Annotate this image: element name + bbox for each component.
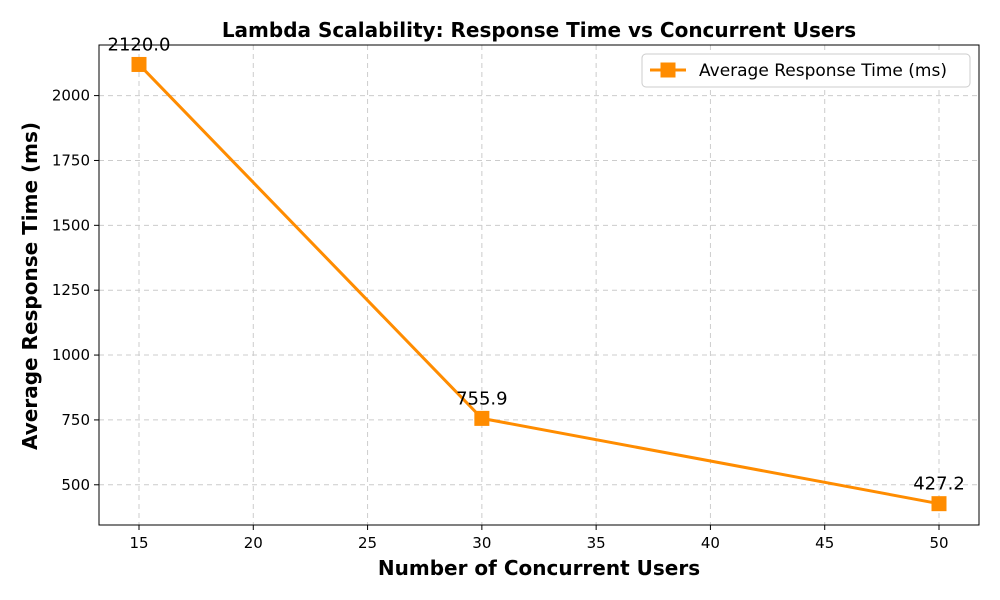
x-tick-label: 45 [815, 534, 834, 552]
x-tick-label: 25 [358, 534, 377, 552]
y-tick-label: 500 [61, 476, 90, 494]
x-axis-label: Number of Concurrent Users [378, 556, 700, 580]
y-axis-label: Average Response Time (ms) [18, 122, 42, 450]
data-label: 427.2 [913, 474, 965, 495]
y-tick-label: 1250 [52, 281, 90, 299]
data-label: 755.9 [456, 388, 508, 409]
data-point-marker [931, 496, 947, 512]
x-axis-ticks: 15 20 25 30 35 40 45 50 [129, 525, 949, 552]
y-axis-ticks: 500 750 1000 1250 1500 1750 2000 [52, 87, 99, 494]
legend-marker-square [660, 62, 676, 78]
x-tick-label: 20 [244, 534, 263, 552]
y-tick-label: 750 [61, 411, 90, 429]
data-point-marker [131, 56, 147, 72]
data-point-marker [474, 410, 490, 426]
y-tick-label: 1000 [52, 346, 90, 364]
x-tick-label: 40 [701, 534, 720, 552]
y-tick-label: 2000 [52, 87, 90, 105]
grid-lines [99, 45, 979, 525]
y-tick-label: 1500 [52, 216, 90, 234]
chart-title: Lambda Scalability: Response Time vs Con… [222, 18, 856, 42]
legend-entry-label: Average Response Time (ms) [699, 61, 947, 81]
x-tick-label: 30 [472, 534, 491, 552]
x-tick-label: 15 [129, 534, 148, 552]
legend: Average Response Time (ms) [641, 53, 971, 88]
legend-box [641, 53, 971, 88]
series-line [137, 63, 940, 506]
x-tick-label: 50 [929, 534, 948, 552]
x-tick-label: 35 [587, 534, 606, 552]
y-tick-label: 1750 [52, 151, 90, 169]
plot-frame [98, 44, 980, 526]
